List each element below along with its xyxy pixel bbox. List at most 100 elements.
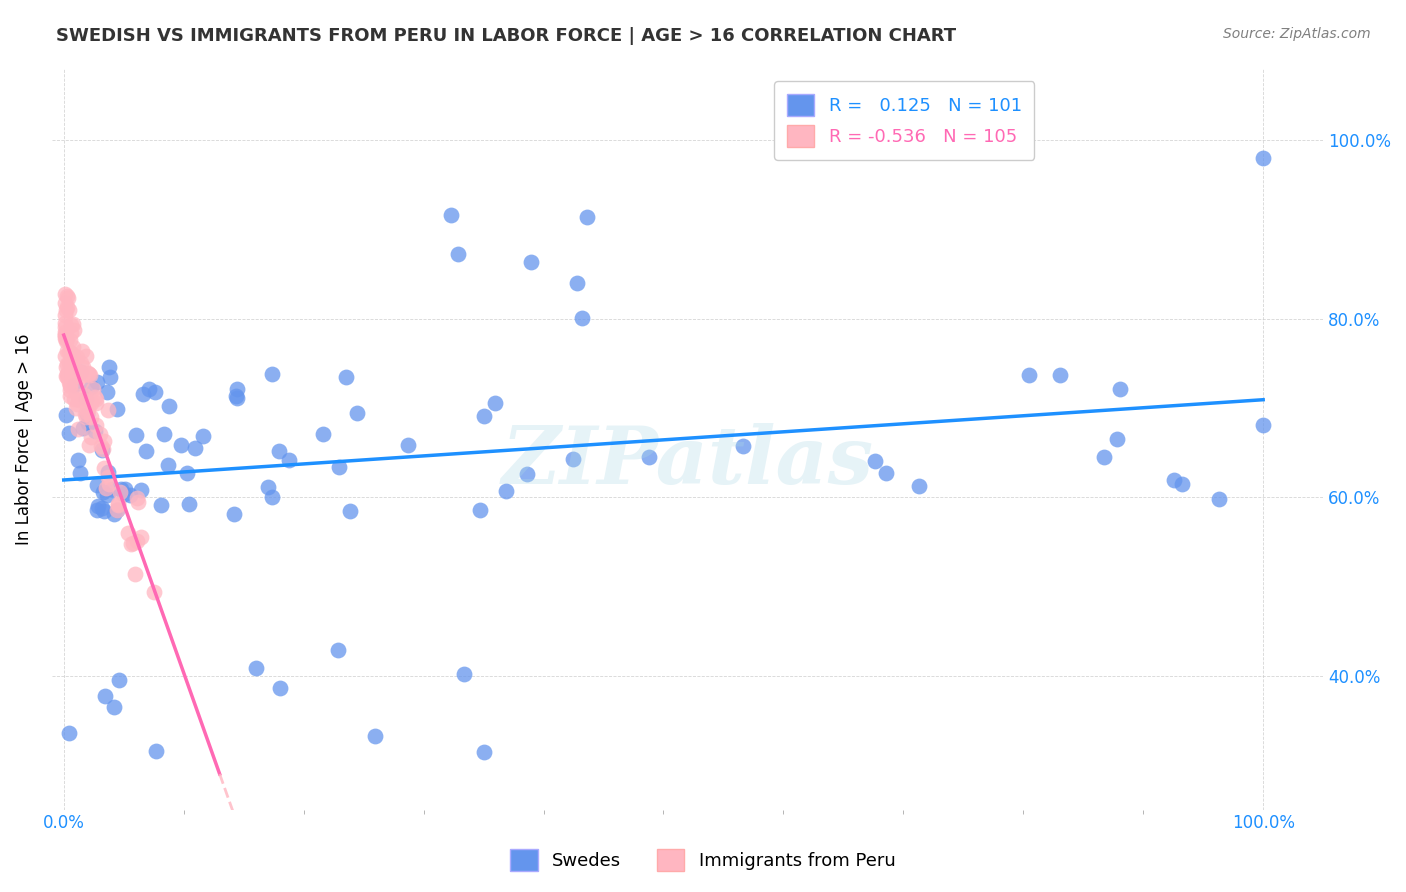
Point (86, 375, 108, 389)
Point (58, 356, 80, 370)
Point (94, 481, 117, 495)
Point (55, 334, 77, 349)
Legend: Swedes, Immigrants from Peru: Swedes, Immigrants from Peru (503, 842, 903, 879)
Point (55, 333, 77, 347)
Point (93, 461, 115, 475)
Point (1251, 151, 1274, 165)
Point (53, 328, 76, 343)
Point (53, 287, 76, 301)
Point (108, 673, 131, 687)
Point (575, 210, 598, 224)
Point (97, 477, 120, 491)
Point (84, 392, 107, 406)
Point (83, 390, 105, 404)
Point (70, 355, 93, 369)
Point (225, 389, 247, 403)
Point (76, 407, 98, 421)
Point (97, 465, 120, 479)
Point (77, 367, 100, 381)
Point (53, 331, 76, 345)
Point (108, 485, 131, 500)
Point (129, 483, 152, 497)
Point (62, 323, 84, 337)
Point (63, 377, 86, 392)
Point (125, 428, 148, 442)
Point (260, 490, 283, 504)
Point (107, 498, 129, 512)
Point (1018, 368, 1040, 383)
Point (73, 393, 96, 408)
Point (76, 368, 98, 382)
Point (76, 405, 98, 419)
Point (75, 407, 97, 421)
Point (59, 369, 82, 384)
Point (79, 368, 101, 382)
Point (135, 444, 157, 458)
Point (1163, 473, 1185, 487)
Point (157, 399, 180, 413)
Point (94, 689, 117, 703)
Point (53, 316, 76, 330)
Point (66, 351, 89, 365)
Point (82, 382, 104, 396)
Point (96, 385, 118, 400)
Point (63, 352, 86, 367)
Point (62, 340, 84, 354)
Point (86, 478, 108, 492)
Point (96, 488, 118, 502)
Point (79, 438, 101, 452)
Point (75, 349, 97, 363)
Point (58, 358, 80, 372)
Point (260, 368, 283, 382)
Point (1208, 491, 1230, 506)
Point (59, 365, 82, 379)
Point (117, 526, 139, 541)
Point (65, 401, 87, 416)
Point (80, 379, 103, 393)
Point (97, 403, 120, 417)
Point (269, 444, 291, 458)
Point (91, 501, 114, 516)
Point (1251, 417, 1274, 432)
Point (58, 726, 80, 740)
Point (468, 503, 491, 517)
Point (55, 302, 77, 317)
Point (60, 370, 83, 384)
Point (72, 359, 94, 374)
Point (67, 393, 90, 408)
Point (58, 375, 80, 389)
Point (339, 504, 361, 518)
Point (519, 255, 541, 269)
Point (1092, 450, 1115, 465)
Point (93, 504, 115, 518)
Point (346, 406, 368, 420)
Point (70, 365, 93, 379)
Point (79, 409, 101, 424)
Point (224, 507, 246, 521)
Point (80, 430, 103, 444)
Point (55, 360, 77, 375)
Point (100, 370, 122, 384)
Point (1049, 368, 1071, 382)
Point (152, 427, 174, 442)
Point (67, 453, 90, 467)
Point (60, 326, 83, 340)
Point (67, 422, 90, 436)
Point (62, 317, 84, 331)
Point (127, 495, 149, 509)
Point (87, 500, 110, 514)
Point (55, 357, 77, 371)
Point (56, 289, 79, 303)
Point (53, 326, 76, 340)
Point (472, 745, 495, 759)
Point (58, 345, 80, 359)
Point (75, 410, 97, 425)
Point (59, 389, 82, 403)
Point (364, 729, 387, 743)
Point (105, 503, 128, 517)
Point (84, 417, 107, 432)
Point (112, 487, 135, 501)
Point (55, 349, 77, 363)
Point (103, 507, 125, 521)
Point (91, 442, 114, 456)
